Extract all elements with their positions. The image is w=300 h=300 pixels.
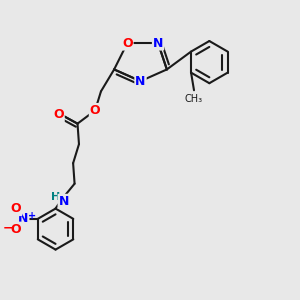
Text: O: O: [122, 37, 133, 50]
Text: O: O: [11, 223, 21, 236]
Text: N: N: [58, 195, 69, 208]
Text: +: +: [28, 211, 36, 221]
Text: O: O: [11, 202, 21, 215]
Text: N: N: [18, 212, 28, 225]
Text: H: H: [51, 193, 60, 202]
Text: −: −: [3, 222, 13, 235]
Text: N: N: [153, 37, 163, 50]
Text: O: O: [90, 104, 101, 117]
Text: CH₃: CH₃: [185, 94, 203, 104]
Text: O: O: [53, 108, 64, 121]
Text: N: N: [135, 75, 146, 88]
